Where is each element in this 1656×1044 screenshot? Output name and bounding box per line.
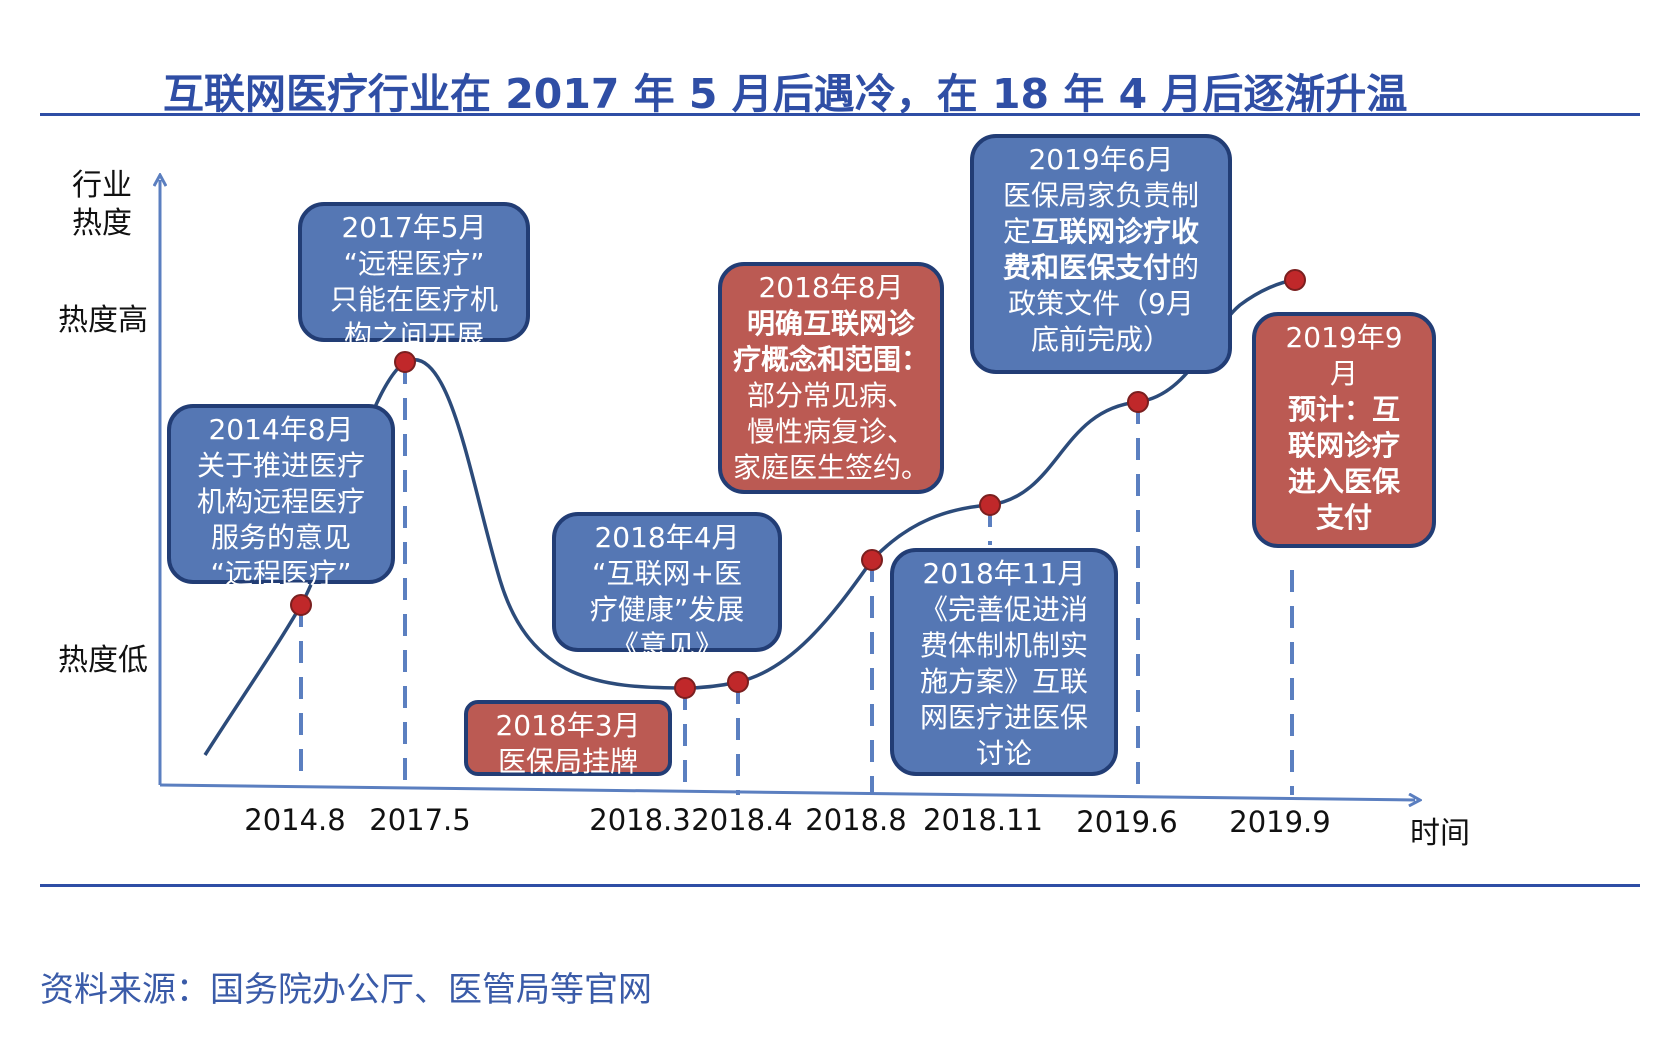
event-box-2018-4: 2018年4月 “互联网+医 疗健康”发展 《意见》 — [552, 512, 782, 662]
event-line: 预计：互 — [1287, 393, 1400, 426]
event-line: 讨论 — [975, 737, 1032, 770]
event-line: “远程医疗” — [210, 557, 352, 590]
event-line: 2014年8月 — [208, 413, 354, 446]
y-low-label: 热度低 — [58, 643, 148, 678]
tick-label: 2019.9 — [1229, 805, 1330, 839]
point-2019-9 — [1284, 269, 1306, 291]
event-line: 部分常见病、 — [746, 379, 915, 412]
event-line: 疗概念和范围： — [732, 343, 929, 376]
event-line: 慢性病复诊、 — [746, 415, 915, 448]
event-line: 构之间开展 — [343, 319, 484, 352]
event-box-2018-8: 2018年8月 明确互联网诊 疗概念和范围： 部分常见病、 慢性病复诊、 家庭医… — [718, 262, 944, 494]
event-text-bold: 互联网诊疗收 — [1031, 215, 1200, 248]
event-line: 底前完成） — [1030, 323, 1171, 356]
event-box-2018-3: 2018年3月 医保局挂牌 — [464, 700, 672, 778]
tick-label: 2018.8 — [805, 803, 906, 837]
x-axis — [159, 783, 1415, 800]
event-line: 网医疗进医保 — [919, 701, 1088, 734]
event-box-2017-5: 2017年5月 “远程医疗” 只能在医疗机 构之间开展 — [298, 202, 530, 352]
point-2018-8 — [861, 549, 883, 571]
source-note: 资料来源：国务院办公厅、医管局等官网 — [40, 970, 652, 1010]
event-line: 医保局挂牌 — [497, 745, 638, 778]
point-2017-5 — [394, 351, 416, 373]
event-date: 2019年6月 — [1028, 143, 1174, 176]
event-date: 2019年9 — [1285, 321, 1403, 354]
event-text: 定 — [1002, 215, 1031, 248]
point-2018-11 — [979, 494, 1001, 516]
event-line: 医保局家负责制 — [1002, 179, 1199, 212]
event-line: 家庭医生签约。 — [732, 451, 929, 484]
event-box-2019-6: 2019年6月 医保局家负责制 定互联网诊疗收 费和医保支付的 政策文件（9月 … — [970, 134, 1232, 374]
event-box-2014-8: 2014年8月 关于推进医疗 机构远程医疗 服务的意见 “远程医疗” — [167, 404, 395, 590]
title-divider — [40, 113, 1640, 116]
event-text-bold: 费和医保支付 — [1002, 251, 1171, 284]
point-2018-3 — [674, 677, 696, 699]
event-line: 费体制机制实 — [919, 629, 1088, 662]
page-title: 互联网医疗行业在 2017 年 5 月后遇冷，在 18 年 4 月后逐渐升温 — [163, 70, 1408, 118]
event-line: 2018年4月 — [594, 521, 740, 554]
event-line: 施方案》互联 — [919, 665, 1088, 698]
event-line: 2018年3月 — [495, 709, 641, 742]
event-box-2018-11: 2018年11月 《完善促进消 费体制机制实 施方案》互联 网医疗进医保 讨论 — [890, 548, 1118, 776]
tick-label: 2018.3 — [589, 803, 690, 837]
event-line: 《完善促进消 — [919, 593, 1088, 626]
event-line: “远程医疗” — [343, 247, 485, 280]
dashed-guides — [299, 362, 1294, 795]
event-line: 疗健康”发展 — [589, 593, 745, 626]
tick-label: 2014.8 — [244, 803, 345, 837]
event-line: 联网诊疗 — [1287, 429, 1400, 462]
point-2018-4 — [727, 671, 749, 693]
event-line: 进入医保 — [1287, 465, 1400, 498]
event-box-2019-9: 2019年9 月 预计：互 联网诊疗 进入医保 支付 — [1252, 312, 1436, 548]
y-axis-label-2: 热度 — [72, 206, 132, 241]
event-text: 的 — [1171, 251, 1200, 284]
event-line: 《意见》 — [610, 629, 723, 662]
event-line: 机构远程医疗 — [196, 485, 365, 518]
event-line: 只能在医疗机 — [329, 283, 498, 316]
y-axis-label-1: 行业 — [72, 168, 132, 203]
event-line: 2018年11月 — [922, 557, 1086, 590]
event-line: 关于推进医疗 — [196, 449, 365, 482]
event-line: 明确互联网诊 — [746, 307, 915, 340]
y-high-label: 热度高 — [58, 303, 148, 338]
tick-label: 2018.4 — [691, 803, 792, 837]
event-line: 2017年5月 — [341, 211, 487, 244]
tick-label: 2017.5 — [369, 803, 470, 837]
x-axis-label: 时间 — [1410, 816, 1470, 851]
tick-label: 2019.6 — [1076, 805, 1177, 839]
event-line: 支付 — [1315, 501, 1372, 534]
point-2019-6 — [1127, 391, 1149, 413]
footer-divider — [40, 884, 1640, 887]
point-2014-8 — [290, 594, 312, 616]
tick-label: 2018.11 — [923, 803, 1043, 837]
event-date: 2018年8月 — [758, 271, 904, 304]
event-date: 月 — [1329, 357, 1358, 390]
event-line: 政策文件（9月 — [1008, 287, 1194, 320]
event-line: 服务的意见 — [210, 521, 351, 554]
event-line: “互联网+医 — [592, 557, 742, 590]
